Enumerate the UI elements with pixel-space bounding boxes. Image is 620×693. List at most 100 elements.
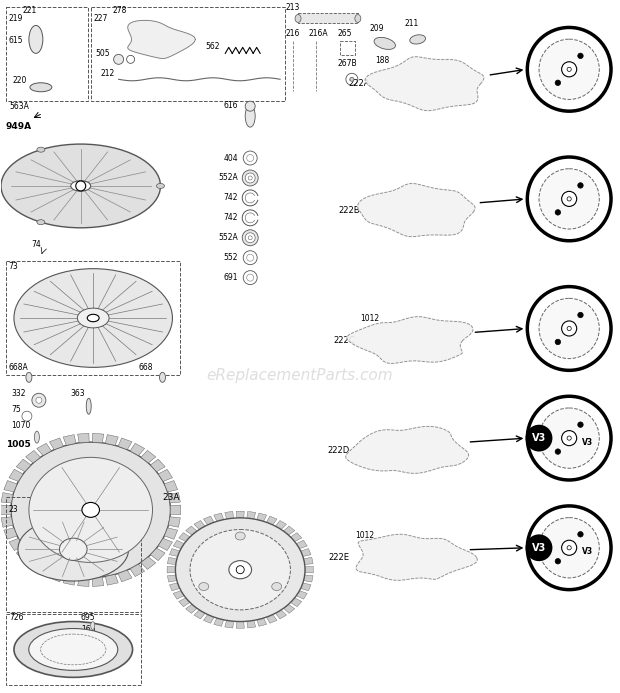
Polygon shape <box>118 570 132 582</box>
Polygon shape <box>128 20 195 58</box>
Polygon shape <box>304 557 313 564</box>
Polygon shape <box>301 583 311 591</box>
Ellipse shape <box>229 561 252 579</box>
Ellipse shape <box>29 629 118 670</box>
Text: 222C: 222C <box>333 336 355 345</box>
Text: 332: 332 <box>11 389 25 398</box>
Polygon shape <box>16 459 31 472</box>
Text: 73: 73 <box>8 262 18 271</box>
Polygon shape <box>347 317 473 363</box>
Bar <box>6 613 141 685</box>
Ellipse shape <box>190 529 290 610</box>
Ellipse shape <box>37 147 45 152</box>
Ellipse shape <box>37 220 45 225</box>
Ellipse shape <box>26 372 32 383</box>
Circle shape <box>539 299 600 358</box>
Polygon shape <box>164 480 177 492</box>
Circle shape <box>527 287 611 370</box>
Circle shape <box>113 54 123 64</box>
Polygon shape <box>346 426 469 473</box>
Ellipse shape <box>91 622 95 629</box>
Polygon shape <box>141 450 156 463</box>
Polygon shape <box>247 511 255 519</box>
Ellipse shape <box>295 15 301 22</box>
Circle shape <box>242 230 258 246</box>
Polygon shape <box>169 517 180 527</box>
Polygon shape <box>4 480 17 492</box>
Polygon shape <box>92 433 104 443</box>
Circle shape <box>567 326 571 331</box>
Text: 562: 562 <box>205 42 220 51</box>
Polygon shape <box>275 610 286 619</box>
Ellipse shape <box>272 583 281 590</box>
Polygon shape <box>185 604 197 613</box>
Ellipse shape <box>159 372 166 383</box>
Polygon shape <box>296 590 307 599</box>
Polygon shape <box>304 575 313 582</box>
Text: 165: 165 <box>81 624 95 633</box>
Polygon shape <box>236 511 244 518</box>
Text: 222D: 222D <box>327 446 350 455</box>
Polygon shape <box>214 618 224 626</box>
Text: 213: 213 <box>285 3 299 12</box>
Text: 668A: 668A <box>9 363 29 372</box>
Ellipse shape <box>1 144 161 228</box>
Circle shape <box>562 430 577 446</box>
Text: 404: 404 <box>224 154 238 163</box>
Text: 221: 221 <box>23 6 37 15</box>
Circle shape <box>578 532 583 537</box>
Circle shape <box>567 545 571 550</box>
Text: 1012: 1012 <box>360 313 379 322</box>
Ellipse shape <box>175 553 305 589</box>
Text: 1012: 1012 <box>355 531 374 540</box>
Bar <box>298 13 358 24</box>
Circle shape <box>32 393 46 407</box>
Polygon shape <box>151 459 165 472</box>
Text: 563A: 563A <box>9 102 29 111</box>
Text: V3: V3 <box>532 433 546 443</box>
Circle shape <box>578 422 583 428</box>
Text: V3: V3 <box>582 547 593 556</box>
Circle shape <box>242 170 258 186</box>
Text: 552A: 552A <box>218 234 238 243</box>
Polygon shape <box>63 435 76 446</box>
Circle shape <box>567 67 571 71</box>
Text: 726: 726 <box>9 613 24 622</box>
Circle shape <box>562 321 577 336</box>
Ellipse shape <box>175 558 305 594</box>
Circle shape <box>555 340 560 344</box>
Ellipse shape <box>355 15 361 22</box>
Circle shape <box>527 396 611 480</box>
Polygon shape <box>151 548 165 561</box>
Polygon shape <box>167 575 177 582</box>
Text: 615: 615 <box>9 37 24 46</box>
Circle shape <box>527 157 611 240</box>
Polygon shape <box>1 505 11 515</box>
Polygon shape <box>37 444 51 455</box>
Circle shape <box>555 559 560 564</box>
Polygon shape <box>291 533 302 542</box>
Polygon shape <box>194 520 205 529</box>
Polygon shape <box>164 528 177 539</box>
Polygon shape <box>301 549 311 556</box>
Text: 212: 212 <box>100 69 115 78</box>
Ellipse shape <box>18 518 128 581</box>
Circle shape <box>562 541 577 555</box>
Polygon shape <box>267 516 277 525</box>
Text: V3: V3 <box>532 543 546 553</box>
Circle shape <box>567 197 571 201</box>
Text: 188: 188 <box>375 56 389 65</box>
Polygon shape <box>167 557 177 564</box>
Polygon shape <box>257 513 267 521</box>
Polygon shape <box>296 541 307 549</box>
Circle shape <box>555 449 560 455</box>
Polygon shape <box>225 620 234 628</box>
Circle shape <box>350 78 354 81</box>
Polygon shape <box>275 520 286 529</box>
Polygon shape <box>118 438 132 450</box>
Circle shape <box>539 408 600 468</box>
Polygon shape <box>105 574 118 585</box>
Ellipse shape <box>374 37 396 49</box>
Polygon shape <box>291 598 302 606</box>
Text: 216: 216 <box>285 29 299 38</box>
